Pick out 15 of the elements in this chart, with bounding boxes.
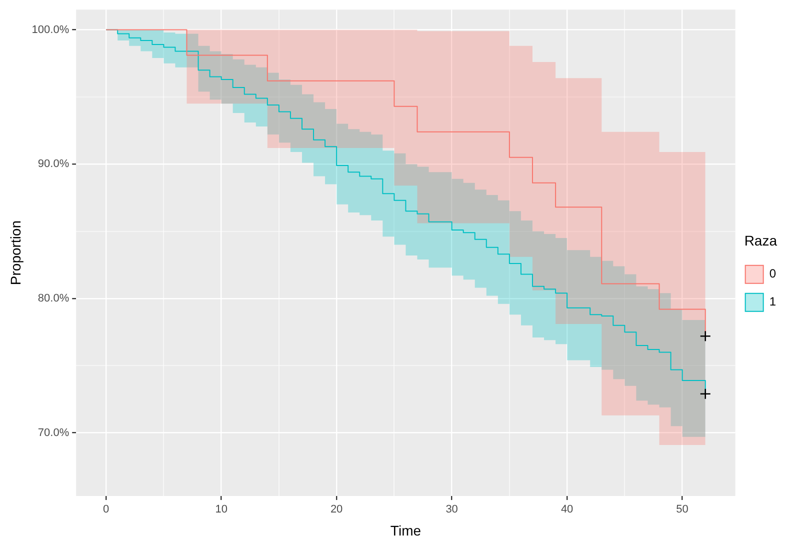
y-tick-label: 90.0% <box>38 158 70 170</box>
x-tick-label: 30 <box>446 504 458 516</box>
legend-label: 0 <box>769 266 776 281</box>
x-tick-label: 0 <box>103 504 110 516</box>
x-tick-label: 10 <box>215 504 228 516</box>
x-tick-label: 40 <box>560 504 574 516</box>
x-axis-title: Time <box>390 522 422 538</box>
y-tick-label: 70.0% <box>38 426 70 439</box>
x-tick-label: 50 <box>676 504 688 516</box>
legend-label: 1 <box>769 294 776 309</box>
y-tick-label: 100.0% <box>32 24 70 36</box>
legend-title: Raza <box>744 232 778 248</box>
y-axis-title: Proportion <box>7 220 24 286</box>
y-tick-label: 80.0% <box>38 292 70 305</box>
x-tick-label: 20 <box>330 504 343 516</box>
